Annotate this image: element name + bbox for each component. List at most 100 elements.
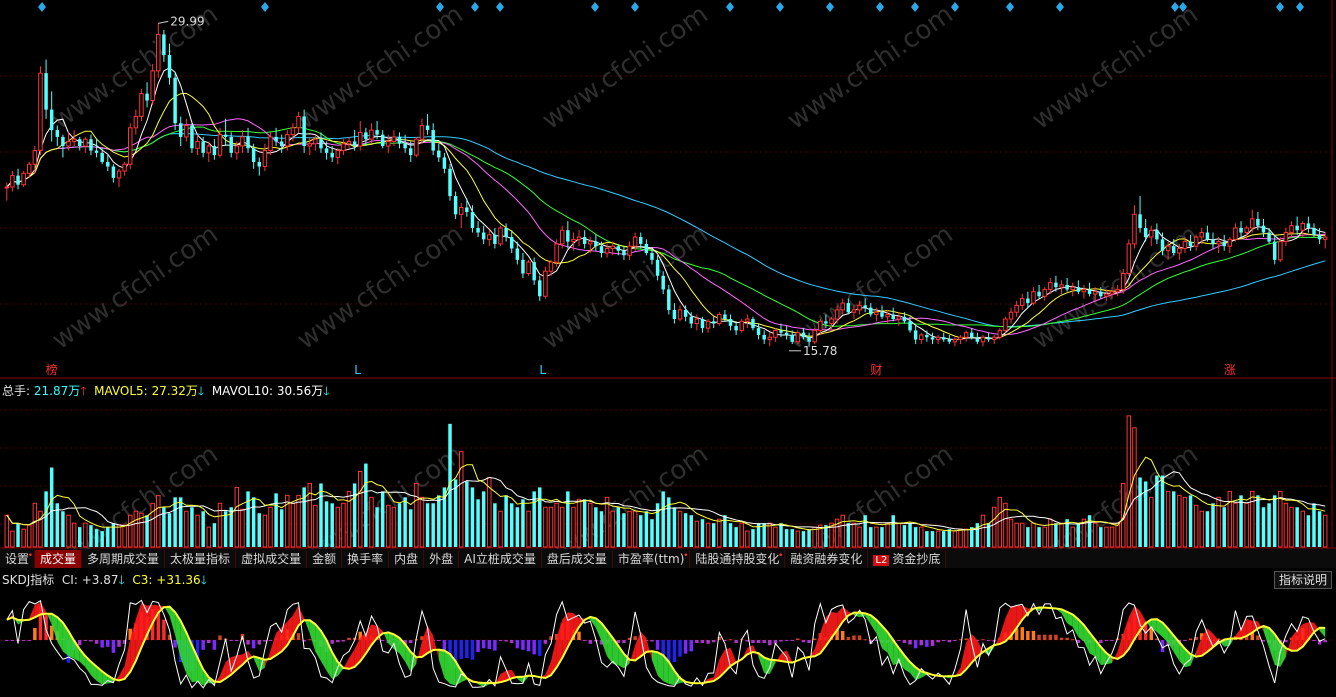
indicator-fill <box>191 645 198 683</box>
indicator-bar <box>268 640 273 641</box>
candle-up <box>313 138 318 145</box>
candle-down <box>364 132 368 140</box>
candle-down <box>751 319 755 329</box>
volume-bar-down <box>212 523 217 547</box>
volume-bar-down <box>1295 507 1299 547</box>
watermark-text: www.cfchi.com <box>292 219 469 355</box>
tab-10[interactable]: 盘后成交量 <box>542 549 613 568</box>
tab-5[interactable]: 金额 <box>307 549 343 568</box>
indicator-fill <box>292 605 299 636</box>
candle-up <box>386 140 391 147</box>
diamond-icon <box>1171 2 1179 12</box>
candle-up <box>935 336 941 341</box>
indicator-explain-button[interactable]: 指标说明 <box>1273 571 1332 589</box>
indicator-bar <box>420 636 424 640</box>
candle-down <box>801 332 806 338</box>
volume-bar-up <box>217 502 223 548</box>
indicator-bar <box>195 640 200 662</box>
indicator-bar <box>616 640 621 644</box>
tab-14[interactable]: L2 资金抄底 <box>868 549 947 568</box>
candle-down <box>324 148 329 153</box>
volume-bar-down <box>1211 503 1215 547</box>
volume-bar-up <box>717 518 722 548</box>
candle-up <box>71 138 77 142</box>
indicator-bar <box>678 640 682 657</box>
tab-11[interactable]: 市盈率(ttm) • <box>613 549 691 568</box>
indicator-fill <box>550 637 557 676</box>
candle-up <box>694 318 700 325</box>
indicator-name[interactable]: SKDJ指标 <box>2 573 55 587</box>
volume-bar-up <box>1250 490 1255 548</box>
volume-bar-down <box>453 479 458 547</box>
candle-up <box>1020 298 1025 306</box>
indicator-fill <box>1269 627 1275 666</box>
indicator-fill <box>668 661 675 686</box>
volume-bar-down <box>566 491 570 547</box>
indicator-fill <box>309 620 316 652</box>
volume-bar-down <box>532 491 536 547</box>
volume-bar-up <box>27 524 32 548</box>
c3-label: C3: <box>132 573 153 587</box>
indicator-fill <box>781 650 787 662</box>
volume-bar-up <box>206 526 212 548</box>
diamond-icon <box>1296 2 1304 12</box>
volume-bar-up <box>543 506 548 548</box>
candle-up <box>1250 218 1255 229</box>
indicator-bar <box>650 640 654 642</box>
candle-up <box>1014 304 1019 313</box>
candle-up <box>487 234 492 240</box>
volume-bar-down <box>229 507 233 547</box>
indicator-bar <box>229 640 233 641</box>
volume-bar-up <box>38 510 43 548</box>
indicator-fill <box>1061 609 1068 624</box>
indicator-bar <box>1020 627 1024 640</box>
total-volume-value: 21.87万 <box>33 384 81 398</box>
volume-bar-down <box>925 531 929 547</box>
indicator-fill <box>730 647 737 667</box>
tab-9[interactable]: AI立桩成交量 <box>459 549 542 568</box>
candle-up <box>458 206 464 215</box>
candle-up <box>543 270 548 297</box>
indicator-fill <box>62 622 69 657</box>
candle-down <box>1143 227 1148 238</box>
arrow-down-icon: 🡓 <box>118 573 125 587</box>
volume-bar-down <box>1037 527 1041 547</box>
indicator-bar <box>257 640 262 645</box>
tab-13[interactable]: 融资融券变化 <box>785 549 869 568</box>
candle-up <box>963 332 969 338</box>
indicator-fill <box>1308 622 1314 640</box>
tab-6[interactable]: 换手率 <box>342 549 390 568</box>
tab-2[interactable]: 多周期成交量 <box>82 549 166 568</box>
candle-down <box>380 134 385 147</box>
volume-bar-up <box>386 504 391 548</box>
indicator-fill <box>511 669 518 679</box>
candle-up <box>206 145 212 154</box>
indicator-bar <box>487 640 492 650</box>
tab-3[interactable]: 太极量指标 <box>165 549 237 568</box>
tab-4[interactable]: 虚拟成交量 <box>236 549 308 568</box>
arrow-down-icon: 🡓 <box>323 384 330 398</box>
volume-bar-up <box>952 530 958 548</box>
volume-bar-down <box>1087 515 1092 547</box>
volume-bar-up <box>313 504 318 548</box>
tab-1[interactable]: 成交量 <box>35 549 83 568</box>
tab-12[interactable]: 陆股通持股变化 • <box>690 549 786 568</box>
candle-up <box>548 261 554 272</box>
indicator-bar <box>1160 640 1165 653</box>
indicator-fill <box>1022 605 1028 620</box>
high-label-leader <box>158 20 169 24</box>
tab-label: 金额 <box>312 551 337 566</box>
candle-down <box>1256 218 1260 226</box>
indicator-fill <box>68 631 75 659</box>
volume-bar-up <box>627 510 632 548</box>
volume-bar-down <box>869 527 873 547</box>
tab-8[interactable]: 外盘 <box>424 549 460 568</box>
indicator-bar <box>408 640 413 644</box>
candle-down <box>442 157 447 169</box>
candle-down <box>655 259 660 276</box>
indicator-fill <box>175 612 181 659</box>
tab-7[interactable]: 内盘 <box>389 549 425 568</box>
indicator-bar <box>1155 638 1159 640</box>
tab-0[interactable]: 设置 • <box>0 549 36 568</box>
candle-up <box>1193 236 1199 247</box>
